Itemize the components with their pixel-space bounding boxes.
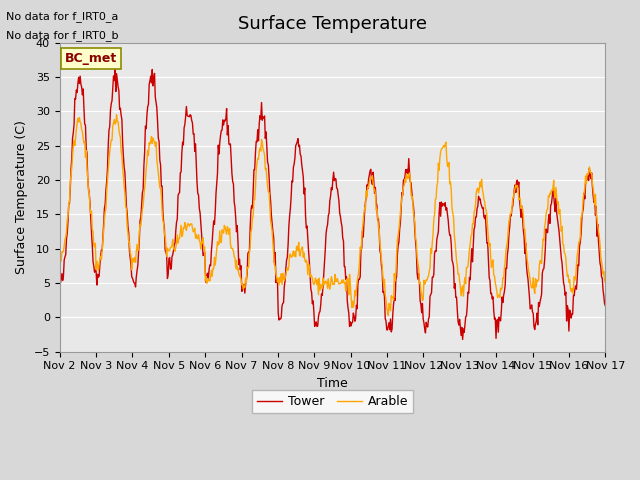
Line: Arable: Arable: [60, 115, 605, 315]
Arable: [602, 280, 609, 286]
Text: BC_met: BC_met: [65, 52, 117, 65]
Y-axis label: Surface Temperature (C): Surface Temperature (C): [15, 120, 28, 274]
Tower: [207, 263, 214, 268]
Arable: [56, 249, 63, 255]
Tower: [123, 204, 131, 209]
Tower: [399, 177, 407, 183]
Arable: [385, 312, 392, 318]
Tower: [111, 66, 119, 72]
Arable: [66, 199, 74, 205]
Tower: [459, 336, 467, 342]
Legend: Tower, Arable: Tower, Arable: [252, 390, 413, 413]
Text: No data for f_IRT0_b: No data for f_IRT0_b: [6, 30, 119, 41]
Tower: [602, 303, 609, 309]
Line: Tower: Tower: [60, 69, 605, 339]
Tower: [56, 274, 63, 280]
Tower: [178, 150, 186, 156]
Tower: [66, 200, 74, 206]
X-axis label: Time: Time: [317, 377, 348, 390]
Tower: [415, 279, 423, 285]
Arable: [113, 112, 120, 118]
Arable: [401, 182, 408, 188]
Title: Surface Temperature: Surface Temperature: [238, 15, 427, 33]
Arable: [178, 234, 186, 240]
Arable: [123, 206, 131, 212]
Arable: [207, 274, 214, 279]
Arable: [416, 279, 424, 285]
Text: No data for f_IRT0_a: No data for f_IRT0_a: [6, 11, 119, 22]
